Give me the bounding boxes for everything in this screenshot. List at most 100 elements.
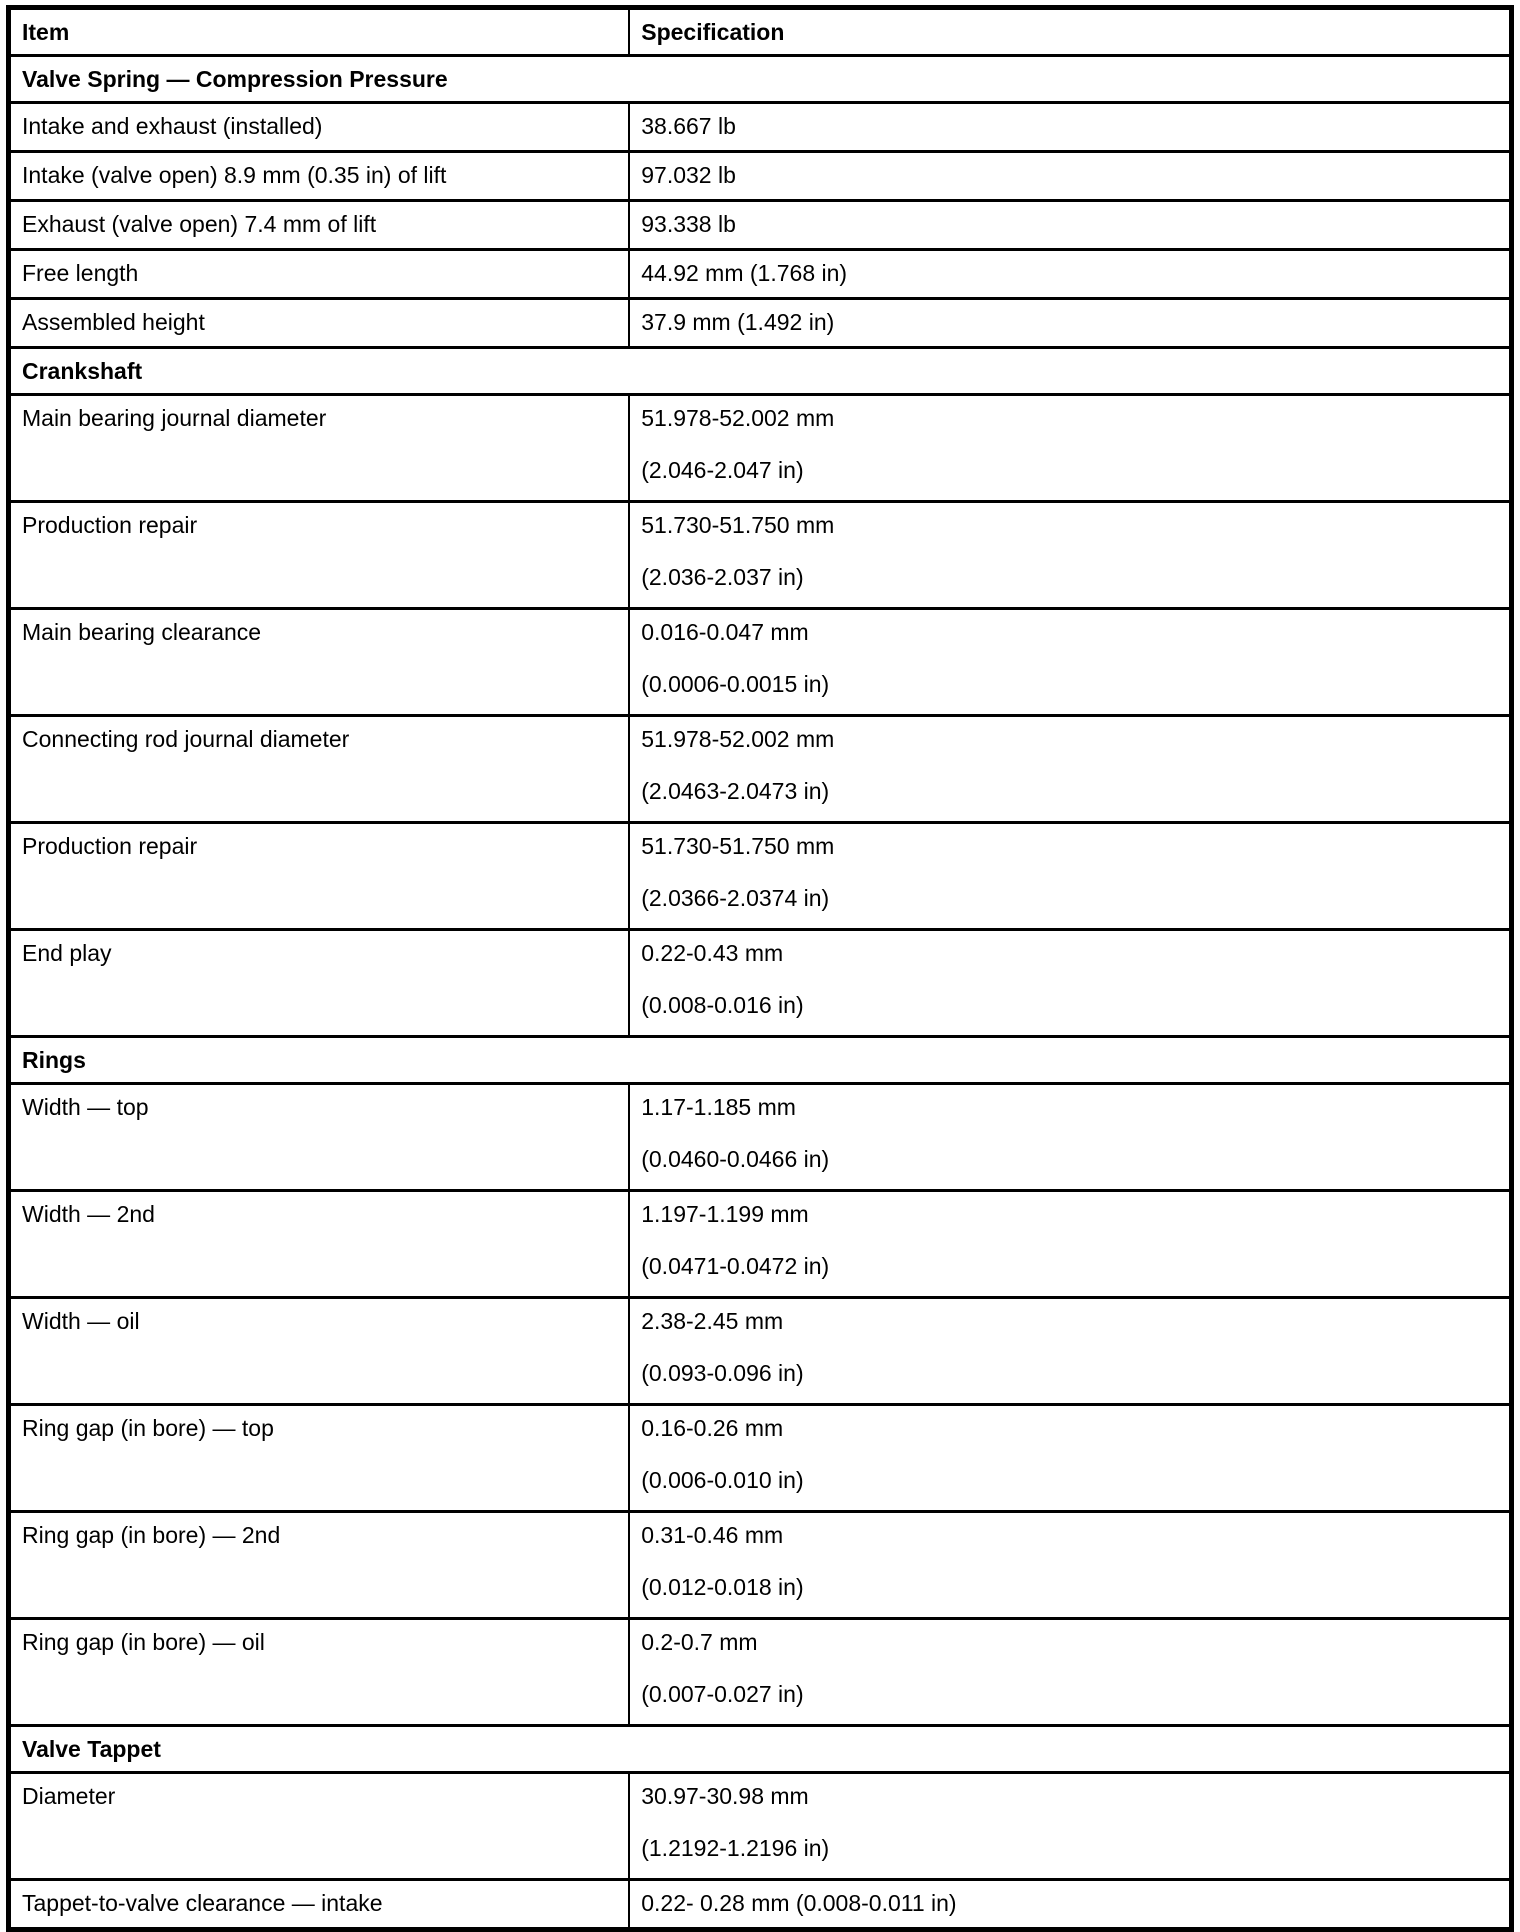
spec-cell: 0.22- 0.28 mm (0.008-0.011 in): [628, 1878, 1513, 1931]
section-row: Rings: [7, 1035, 1513, 1085]
item-label: Main bearing clearance: [22, 619, 262, 645]
item-label: Tappet-to-valve clearance — intake: [22, 1890, 383, 1916]
spec-cell: 0.2-0.7 mm (0.007-0.027 in): [628, 1617, 1513, 1727]
spec-value-line: 44.92 mm (1.768 in): [641, 260, 848, 286]
table-row: Ring gap (in bore) — oil 0.2-0.7 mm (0.007…: [7, 1617, 1513, 1727]
table-row: Ring gap (in bore) — 2nd 0.31-0.46 mm (0.0…: [7, 1510, 1513, 1620]
section-title: Rings: [7, 1035, 1513, 1085]
spec-cell: 38.667 lb: [628, 101, 1513, 153]
item-label: Exhaust (valve open) 7.4 mm of lift: [22, 211, 377, 237]
spec-value-line: 0.22-0.43 mm: [641, 940, 784, 966]
item-cell: End play: [7, 928, 631, 1038]
spec-cell: 97.032 lb: [628, 150, 1513, 202]
spec-value-line: (2.046-2.047 in): [641, 457, 804, 483]
item-cell: Width — oil: [7, 1296, 631, 1406]
spec-value-line: 0.2-0.7 mm: [641, 1629, 758, 1655]
spec-value-line: (0.006-0.010 in): [641, 1467, 804, 1493]
spec-value-line: 0.016-0.047 mm: [641, 619, 809, 645]
spec-value-line: 51.730-51.750 mm: [641, 833, 835, 859]
table-row: Free length 44.92 mm (1.768 in): [7, 248, 1513, 300]
item-label: Intake and exhaust (installed): [22, 113, 323, 139]
table-row: Exhaust (valve open) 7.4 mm of lift 93.33…: [7, 199, 1513, 251]
spec-cell: 0.22-0.43 mm (0.008-0.016 in): [628, 928, 1513, 1038]
spec-cell: 30.97-30.98 mm (1.2192-1.2196 in): [628, 1771, 1513, 1881]
item-cell: Diameter: [7, 1771, 631, 1881]
item-cell: Ring gap (in bore) — 2nd: [7, 1510, 631, 1620]
spec-value-line: 1.197-1.199 mm: [641, 1201, 809, 1227]
item-cell: Ring gap (in bore) — oil: [7, 1617, 631, 1727]
table-header-row: Item Specification: [7, 6, 1513, 57]
item-label: Production repair: [22, 833, 198, 859]
item-label: Ring gap (in bore) — top: [22, 1415, 274, 1441]
spec-cell: 1.197-1.199 mm (0.0471-0.0472 in): [628, 1189, 1513, 1299]
spec-cell: 93.338 lb: [628, 199, 1513, 251]
spec-value-line: 0.22- 0.28 mm (0.008-0.011 in): [641, 1890, 957, 1916]
spec-value-line: 51.978-52.002 mm: [641, 405, 835, 431]
table-row: Production repair 51.730-51.750 mm (2.0366…: [7, 821, 1513, 931]
item-cell: Exhaust (valve open) 7.4 mm of lift: [7, 199, 631, 251]
spec-value-line: 37.9 mm (1.492 in): [641, 309, 835, 335]
item-label: Assembled height: [22, 309, 205, 335]
spec-value-line: (0.012-0.018 in): [641, 1574, 804, 1600]
spec-value-line: 38.667 lb: [641, 113, 736, 139]
item-cell: Intake (valve open) 8.9 mm (0.35 in) of …: [7, 150, 631, 202]
item-label: Ring gap (in bore) — 2nd: [22, 1522, 281, 1548]
table-row: Width — top 1.17-1.185 mm (0.0460-0.0466 i…: [7, 1082, 1513, 1192]
item-cell: Main bearing clearance: [7, 607, 631, 717]
spec-value-line: (2.0366-2.0374 in): [641, 885, 830, 911]
spec-cell: 1.17-1.185 mm (0.0460-0.0466 in): [628, 1082, 1513, 1192]
item-label: Connecting rod journal diameter: [22, 726, 350, 752]
item-cell: Ring gap (in bore) — top: [7, 1403, 631, 1513]
spec-value-line: (0.008-0.016 in): [641, 992, 804, 1018]
item-label: Width — 2nd: [22, 1201, 155, 1227]
table-row: Tappet-to-valve clearance — intake 0.22- …: [7, 1878, 1513, 1931]
spec-value-line: 0.31-0.46 mm: [641, 1522, 784, 1548]
spec-value-line: (2.0463-2.0473 in): [641, 778, 830, 804]
spec-value-line: (0.093-0.096 in): [641, 1360, 804, 1386]
table-row: Assembled height 37.9 mm (1.492 in): [7, 297, 1513, 349]
item-label: End play: [22, 940, 112, 966]
table-row: Connecting rod journal diameter 51.978-52…: [7, 714, 1513, 824]
section-row: Crankshaft: [7, 346, 1513, 396]
spec-value-line: (0.0006-0.0015 in): [641, 671, 830, 697]
item-cell: Connecting rod journal diameter: [7, 714, 631, 824]
table-row: Main bearing journal diameter 51.978-52.0…: [7, 393, 1513, 503]
spec-cell: 37.9 mm (1.492 in): [628, 297, 1513, 349]
table-row: End play 0.22-0.43 mm (0.008-0.016 in): [7, 928, 1513, 1038]
item-cell: Width — top: [7, 1082, 631, 1192]
table-row: Diameter 30.97-30.98 mm (1.2192-1.2196 in): [7, 1771, 1513, 1881]
item-cell: Width — 2nd: [7, 1189, 631, 1299]
item-label: Intake (valve open) 8.9 mm (0.35 in) of …: [22, 162, 447, 188]
table-row: Production repair 51.730-51.750 mm (2.036-…: [7, 500, 1513, 610]
section-title: Valve Spring — Compression Pressure: [7, 54, 1513, 104]
table-row: Width — oil 2.38-2.45 mm (0.093-0.096 in): [7, 1296, 1513, 1406]
column-header-item: Item: [7, 6, 631, 57]
section-title: Valve Tappet: [7, 1724, 1513, 1774]
table-body: Valve Spring — Compression Pressure Intak…: [7, 54, 1513, 1931]
table-row: Width — 2nd 1.197-1.199 mm (0.0471-0.0472 …: [7, 1189, 1513, 1299]
spec-value-line: 2.38-2.45 mm: [641, 1308, 784, 1334]
spec-cell: 51.730-51.750 mm (2.036-2.037 in): [628, 500, 1513, 610]
spec-value-line: (2.036-2.037 in): [641, 564, 804, 590]
spec-value-line: (0.0471-0.0472 in): [641, 1253, 830, 1279]
spec-value-line: 97.032 lb: [641, 162, 736, 188]
section-title: Crankshaft: [7, 346, 1513, 396]
spec-cell: 0.016-0.047 mm (0.0006-0.0015 in): [628, 607, 1513, 717]
spec-value-line: 93.338 lb: [641, 211, 736, 237]
specification-table: Item Specification Valve Spring — Compre…: [6, 5, 1514, 1932]
spec-value-line: (0.007-0.027 in): [641, 1681, 804, 1707]
spec-cell: 51.730-51.750 mm (2.0366-2.0374 in): [628, 821, 1513, 931]
spec-cell: 44.92 mm (1.768 in): [628, 248, 1513, 300]
item-cell: Production repair: [7, 821, 631, 931]
item-cell: Main bearing journal diameter: [7, 393, 631, 503]
column-header-specification: Specification: [628, 6, 1513, 57]
table-row: Main bearing clearance 0.016-0.047 mm (0.0…: [7, 607, 1513, 717]
spec-value-line: 1.17-1.185 mm: [641, 1094, 796, 1120]
item-label: Production repair: [22, 512, 198, 538]
table-row: Intake and exhaust (installed) 38.667 lb: [7, 101, 1513, 153]
document-page: Item Specification Valve Spring — Compre…: [6, 5, 1514, 1932]
item-label: Ring gap (in bore) — oil: [22, 1629, 265, 1655]
spec-value-line: 51.730-51.750 mm: [641, 512, 835, 538]
spec-cell: 51.978-52.002 mm (2.046-2.047 in): [628, 393, 1513, 503]
spec-cell: 0.31-0.46 mm (0.012-0.018 in): [628, 1510, 1513, 1620]
